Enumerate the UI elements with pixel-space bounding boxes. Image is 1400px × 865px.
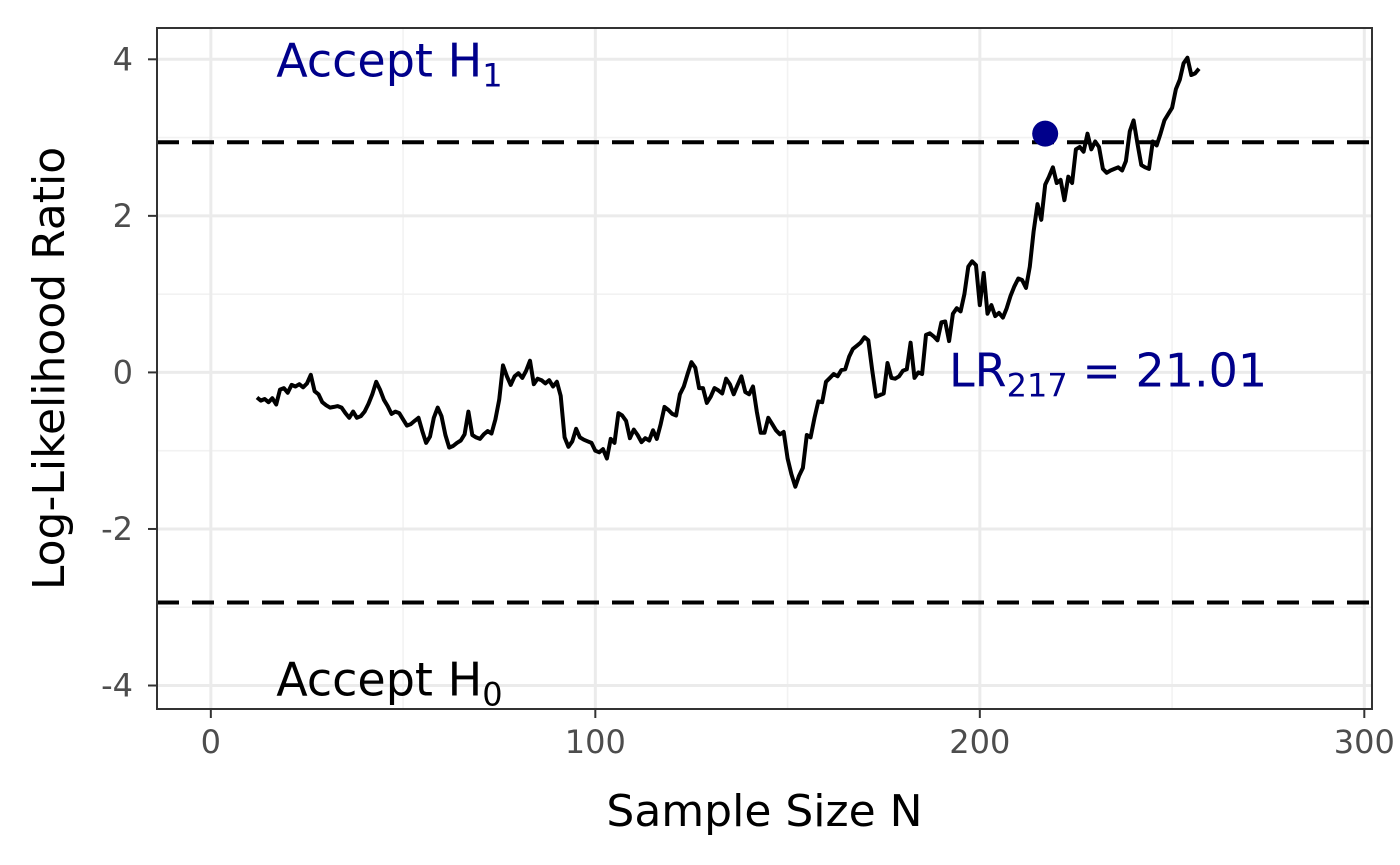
x-tick-label: 300 — [1334, 723, 1395, 761]
accept-h1-annotation: Accept H1 — [276, 33, 502, 94]
x-tick-label: 0 — [201, 723, 221, 761]
accept-h0-annotation: Accept H0 — [276, 653, 502, 714]
log-likelihood-series-line — [255, 55, 1201, 489]
lr-value: = 21.01 — [1068, 343, 1267, 397]
lr-annotation: LR217 = 21.01 — [949, 343, 1267, 404]
accept-h0-prefix: Accept H — [276, 653, 482, 707]
threshold-lines — [157, 140, 1372, 605]
y-axis: -4 -2 0 2 4 — [101, 40, 157, 705]
x-axis: 0 100 200 300 — [201, 709, 1395, 761]
y-tick-label: -2 — [101, 510, 133, 548]
x-tick-label: 100 — [565, 723, 626, 761]
lr-prefix: LR — [949, 343, 1007, 397]
y-tick-label: 4 — [113, 40, 133, 78]
accept-h1-prefix: Accept H — [276, 33, 482, 87]
lr-subscript: 217 — [1007, 366, 1068, 404]
y-tick-label: 0 — [113, 353, 133, 391]
y-tick-label: 2 — [113, 197, 133, 235]
accept-h1-subscript: 1 — [482, 56, 502, 94]
x-tick-label: 200 — [949, 723, 1010, 761]
crossing-point-marker — [1032, 120, 1059, 147]
plot-panel-border — [156, 27, 1373, 710]
y-tick-label: -4 — [101, 667, 133, 705]
y-axis-title: Log-Likelihood Ratio — [24, 147, 75, 590]
x-axis-title: Sample Size N — [606, 786, 922, 837]
accept-h0-subscript: 0 — [482, 676, 502, 714]
